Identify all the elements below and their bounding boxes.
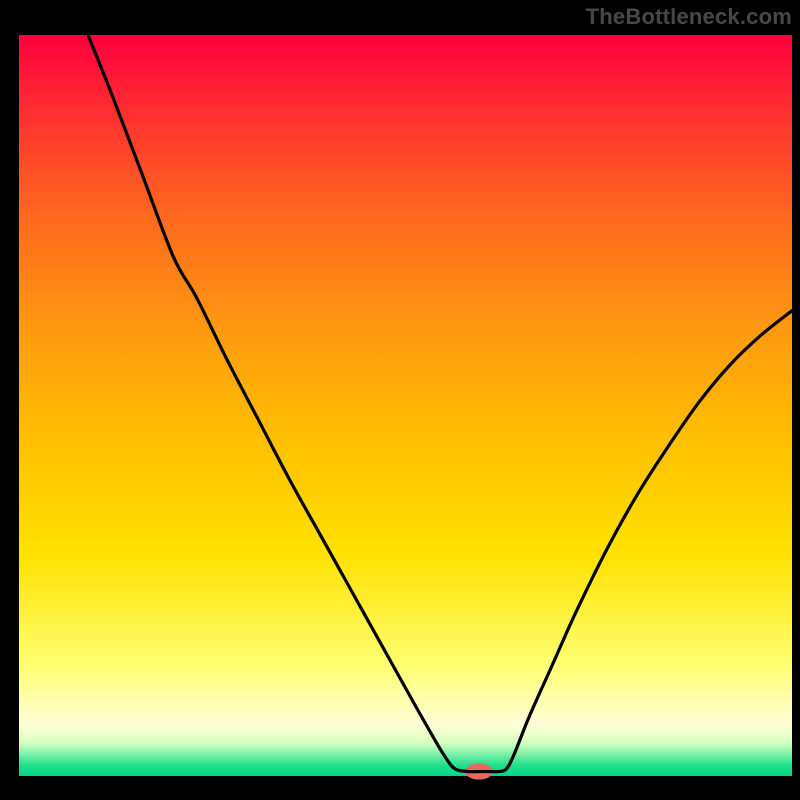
bottleneck-chart: TheBottleneck.com: [0, 0, 800, 800]
chart-canvas: [0, 0, 800, 800]
watermark-label: TheBottleneck.com: [586, 4, 792, 30]
plot-background: [19, 35, 792, 776]
